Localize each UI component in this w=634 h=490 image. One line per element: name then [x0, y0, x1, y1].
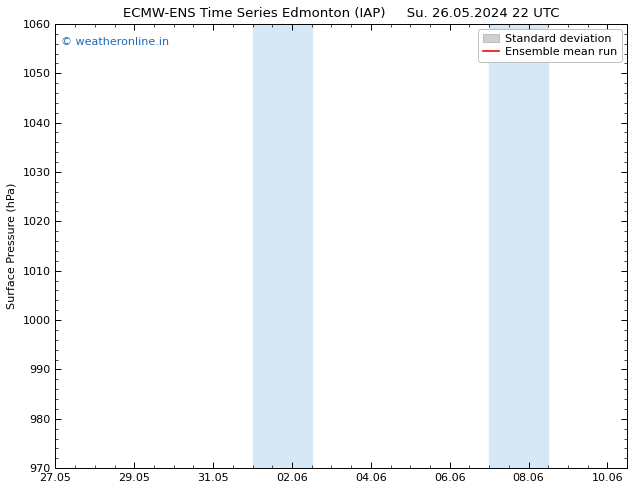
Text: © weatheronline.in: © weatheronline.in — [61, 37, 169, 47]
Title: ECMW-ENS Time Series Edmonton (IAP)     Su. 26.05.2024 22 UTC: ECMW-ENS Time Series Edmonton (IAP) Su. … — [123, 7, 560, 20]
Y-axis label: Surface Pressure (hPa): Surface Pressure (hPa) — [7, 183, 17, 309]
Bar — [252, 24, 272, 468]
Bar — [509, 24, 548, 468]
Bar — [489, 24, 509, 468]
Legend: Standard deviation, Ensemble mean run: Standard deviation, Ensemble mean run — [478, 29, 621, 62]
Bar — [272, 24, 312, 468]
